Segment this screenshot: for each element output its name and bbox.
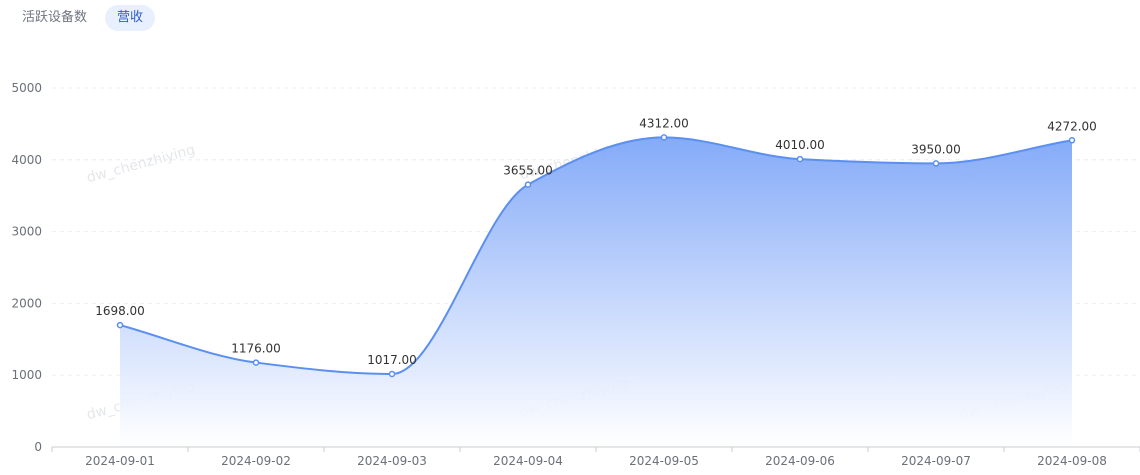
data-point[interactable]	[254, 360, 259, 365]
series-area	[120, 137, 1072, 447]
data-point[interactable]	[662, 135, 667, 140]
x-tick-label: 2024-09-05	[629, 454, 699, 468]
data-point[interactable]	[118, 323, 123, 328]
data-point[interactable]	[1070, 138, 1075, 143]
watermark-text: dw_chenzhiying	[85, 142, 197, 186]
data-label: 3950.00	[911, 142, 961, 156]
data-label: 4312.00	[639, 116, 689, 130]
y-tick-label: 1000	[11, 368, 42, 382]
data-point[interactable]	[526, 182, 531, 187]
x-tick-label: 2024-09-08	[1037, 454, 1107, 468]
x-tick-label: 2024-09-03	[357, 454, 427, 468]
y-tick-label: 5000	[11, 81, 42, 95]
x-tick-label: 2024-09-02	[221, 454, 291, 468]
y-tick-label: 2000	[11, 296, 42, 310]
data-label: 1176.00	[231, 342, 281, 356]
y-tick-label: 3000	[11, 225, 42, 239]
data-label: 1698.00	[95, 304, 145, 318]
x-tick-label: 2024-09-07	[901, 454, 971, 468]
data-point[interactable]	[798, 157, 803, 162]
data-point[interactable]	[934, 161, 939, 166]
y-tick-label: 4000	[11, 153, 42, 167]
data-label: 4010.00	[775, 138, 825, 152]
x-tick-label: 2024-09-06	[765, 454, 835, 468]
x-tick-label: 2024-09-04	[493, 454, 563, 468]
data-point[interactable]	[390, 371, 395, 376]
y-tick-label: 0	[34, 440, 42, 454]
data-label: 3655.00	[503, 164, 553, 178]
data-label: 1017.00	[367, 353, 417, 367]
data-label: 4272.00	[1047, 119, 1097, 133]
x-tick-label: 2024-09-01	[85, 454, 155, 468]
